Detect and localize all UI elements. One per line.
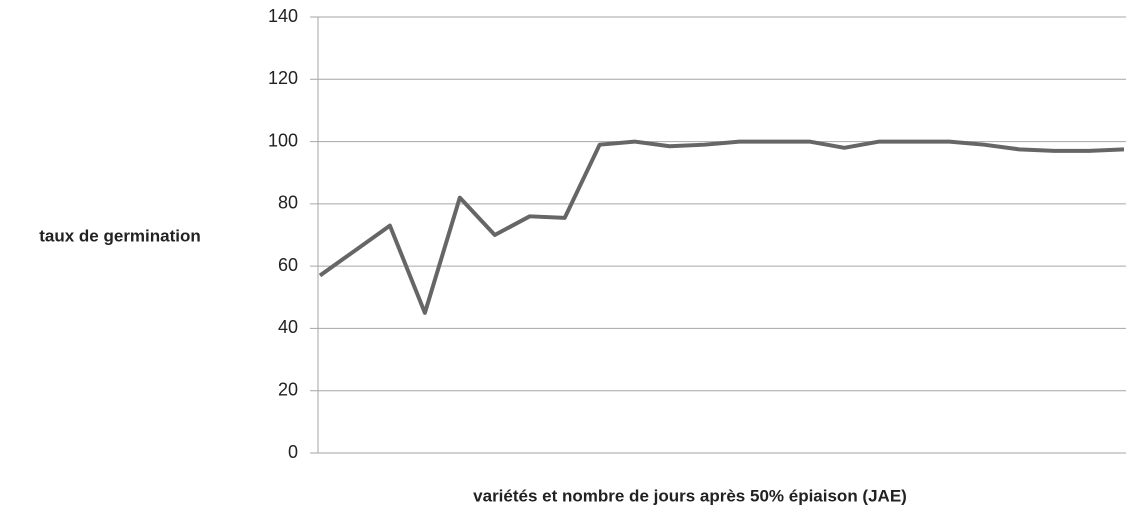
- y-tick-label: 40: [278, 317, 298, 337]
- y-tick-label: 60: [278, 255, 298, 275]
- y-tick-label: 120: [268, 68, 298, 88]
- y-tick-label: 0: [288, 442, 298, 462]
- y-tick-label: 20: [278, 379, 298, 399]
- y-tick-label: 140: [268, 6, 298, 26]
- x-axis-label: variétés et nombre de jours après 50% ép…: [473, 486, 907, 505]
- y-axis-label: taux de germination: [39, 226, 201, 245]
- y-tick-label: 80: [278, 193, 298, 213]
- y-tick-label: 100: [268, 130, 298, 150]
- data-line: [318, 139, 1125, 315]
